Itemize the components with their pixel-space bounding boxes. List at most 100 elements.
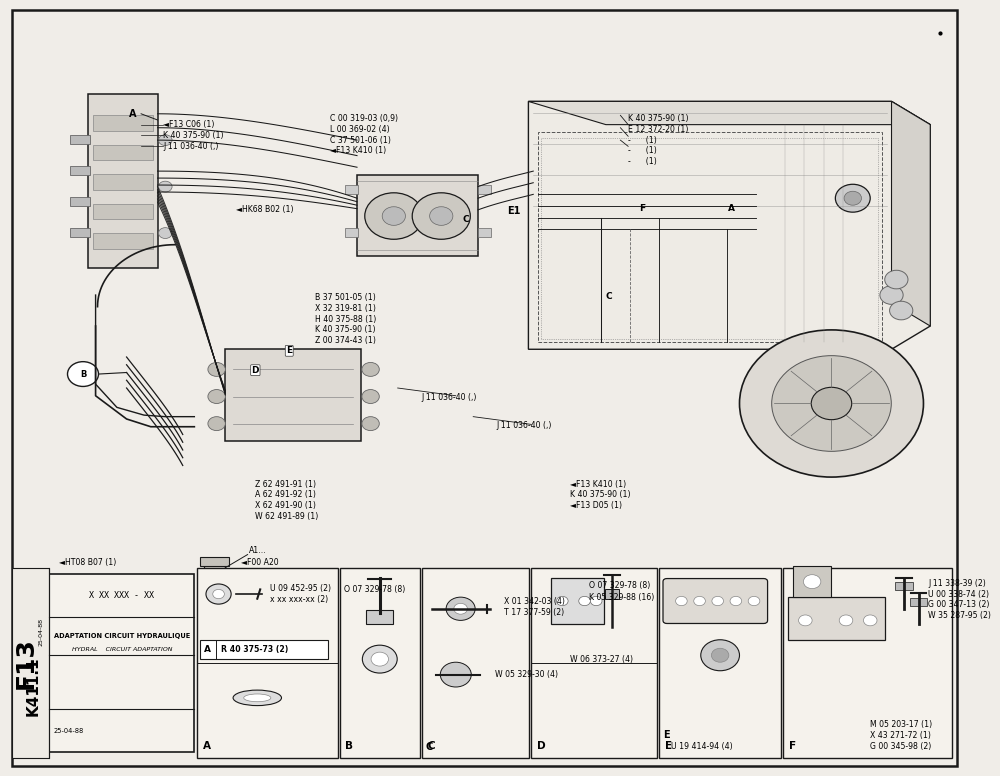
Text: B 37 501-05 (1): B 37 501-05 (1) (315, 293, 376, 302)
Text: 25-04-88: 25-04-88 (54, 728, 84, 734)
Circle shape (206, 584, 231, 605)
Text: B: B (80, 369, 86, 379)
Bar (478, 227, 491, 237)
Bar (531, 568, 657, 758)
Text: x xx xxx-xx (2): x xx xxx-xx (2) (270, 595, 328, 604)
Bar (200, 639, 328, 659)
Bar (93, 233, 153, 248)
Bar (551, 578, 604, 624)
Circle shape (412, 192, 470, 239)
Text: X 62 491-90 (1): X 62 491-90 (1) (255, 501, 316, 511)
Circle shape (844, 191, 862, 205)
Circle shape (772, 355, 891, 452)
Circle shape (208, 390, 225, 404)
Text: T 17 377-59 (2): T 17 377-59 (2) (504, 608, 564, 617)
Circle shape (811, 387, 852, 420)
Circle shape (739, 330, 923, 477)
Bar (345, 227, 358, 237)
Circle shape (446, 598, 475, 620)
Text: C 00 319-03 (0,9): C 00 319-03 (0,9) (330, 114, 398, 123)
Bar (93, 203, 153, 219)
Text: F13: F13 (14, 637, 38, 689)
Text: E: E (663, 730, 670, 740)
Bar (93, 116, 153, 131)
Circle shape (694, 597, 705, 605)
Text: C: C (462, 215, 469, 223)
Text: ◄F00 A20: ◄F00 A20 (241, 558, 278, 566)
Circle shape (208, 579, 221, 590)
Circle shape (365, 192, 423, 239)
Bar (783, 568, 952, 758)
Bar (204, 565, 225, 604)
Text: HYDRAL    CIRCUIT ADAPTATION: HYDRAL CIRCUIT ADAPTATION (72, 646, 172, 652)
Bar (209, 601, 220, 615)
Circle shape (880, 286, 903, 304)
Bar (366, 610, 393, 624)
Text: A: A (129, 109, 136, 119)
Text: E1: E1 (507, 206, 521, 217)
Text: E 12 372-20 (1): E 12 372-20 (1) (628, 125, 689, 133)
Text: -      (1): - (1) (628, 158, 657, 166)
Text: ◄HK68 B02 (1): ◄HK68 B02 (1) (236, 205, 293, 213)
Circle shape (213, 590, 224, 599)
Text: K 05 329-88 (16): K 05 329-88 (16) (589, 593, 655, 601)
Bar (478, 185, 491, 194)
Circle shape (890, 301, 913, 320)
Text: J 11 036-40 (,): J 11 036-40 (,) (163, 142, 219, 151)
Text: K411.1: K411.1 (26, 656, 41, 716)
Text: ◄F13 K410 (1): ◄F13 K410 (1) (570, 480, 626, 489)
Circle shape (371, 652, 388, 666)
Text: U 09 452-95 (2): U 09 452-95 (2) (270, 584, 331, 593)
Ellipse shape (233, 690, 281, 705)
Text: W 62 491-89 (1): W 62 491-89 (1) (255, 512, 319, 521)
Bar (12, 568, 49, 758)
Bar (910, 598, 927, 605)
Circle shape (676, 597, 687, 605)
Polygon shape (892, 102, 930, 326)
Text: A 62 491-92 (1): A 62 491-92 (1) (255, 490, 316, 500)
Bar (70, 135, 90, 144)
Circle shape (839, 615, 853, 625)
Text: ◄HT08 B07 (1): ◄HT08 B07 (1) (59, 558, 116, 566)
Ellipse shape (244, 694, 271, 702)
Text: 25-04-88: 25-04-88 (39, 618, 44, 646)
Circle shape (556, 597, 568, 605)
Bar (93, 145, 153, 161)
Bar (225, 349, 361, 441)
Text: X 32 319-81 (1): X 32 319-81 (1) (315, 303, 376, 313)
Text: -      (1): - (1) (628, 136, 657, 144)
Circle shape (362, 645, 397, 673)
Text: M 05 203-17 (1): M 05 203-17 (1) (870, 720, 932, 729)
Text: J 11 036-40 (,): J 11 036-40 (,) (422, 393, 477, 402)
Text: ◄F13 C06 (1): ◄F13 C06 (1) (163, 120, 215, 129)
Text: A: A (728, 204, 735, 213)
Text: E: E (286, 346, 292, 355)
Text: ◄F13 D05 (1): ◄F13 D05 (1) (570, 501, 622, 511)
Text: Z 00 374-43 (1): Z 00 374-43 (1) (315, 336, 376, 345)
Bar (541, 138, 878, 339)
Bar (197, 568, 338, 758)
Circle shape (799, 615, 812, 625)
Bar (788, 598, 885, 639)
Circle shape (362, 417, 379, 431)
Bar (88, 94, 158, 268)
Bar (659, 568, 781, 758)
Polygon shape (528, 102, 930, 125)
Bar (422, 568, 529, 758)
Text: G 00 347-13 (2): G 00 347-13 (2) (928, 601, 990, 609)
Text: C 37 501-06 (1): C 37 501-06 (1) (330, 136, 391, 144)
Circle shape (159, 227, 172, 238)
Text: ADAPTATION CIRCUIT HYDRAULIQUE: ADAPTATION CIRCUIT HYDRAULIQUE (54, 633, 190, 639)
Text: D: D (537, 740, 546, 750)
Text: X XX XXX - XX: X XX XXX - XX (89, 591, 154, 600)
Text: K 40 375-90 (1): K 40 375-90 (1) (163, 131, 224, 140)
Bar (345, 185, 358, 194)
Text: J 11 036-40 (,): J 11 036-40 (,) (496, 421, 552, 430)
Text: ◄F13 K410 (1): ◄F13 K410 (1) (330, 147, 386, 155)
FancyBboxPatch shape (663, 579, 768, 623)
Circle shape (579, 597, 590, 605)
Bar (200, 557, 229, 566)
Text: B: B (345, 740, 353, 750)
Text: A: A (203, 740, 211, 750)
Circle shape (590, 597, 602, 605)
